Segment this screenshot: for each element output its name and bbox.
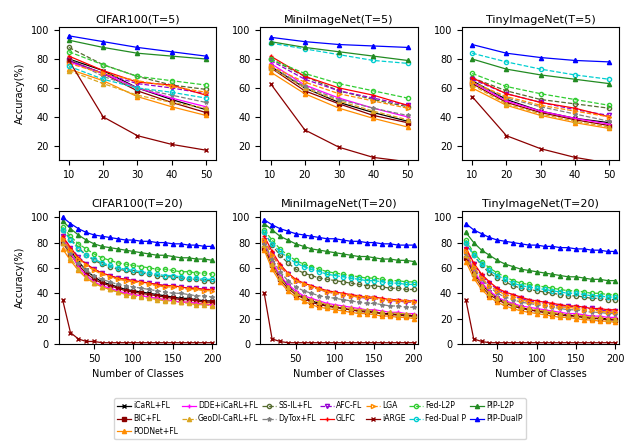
X-axis label: Number of Classes: Number of Classes bbox=[495, 369, 586, 379]
Title: TinyImageNet(T=20): TinyImageNet(T=20) bbox=[482, 199, 599, 209]
Y-axis label: Accuracy(%): Accuracy(%) bbox=[15, 63, 25, 124]
Title: MiniImageNet(T=20): MiniImageNet(T=20) bbox=[281, 199, 397, 209]
Title: CIFAR100(T=20): CIFAR100(T=20) bbox=[92, 199, 183, 209]
Title: CIFAR100(T=5): CIFAR100(T=5) bbox=[95, 15, 180, 25]
X-axis label: Number of Classes: Number of Classes bbox=[92, 369, 183, 379]
Legend: iCaRL+FL, BIC+FL, PODNet+FL, DDE+iCaRL+FL, GeoDI-CaRL+FL, SS-IL+FL, DyTox+FL, AF: iCaRL+FL, BIC+FL, PODNet+FL, DDE+iCaRL+F… bbox=[114, 398, 526, 439]
Title: MiniImageNet(T=5): MiniImageNet(T=5) bbox=[284, 15, 394, 25]
Y-axis label: Accuracy(%): Accuracy(%) bbox=[15, 247, 25, 308]
X-axis label: Number of Classes: Number of Classes bbox=[293, 369, 385, 379]
Title: TinyImageNet(T=5): TinyImageNet(T=5) bbox=[486, 15, 595, 25]
